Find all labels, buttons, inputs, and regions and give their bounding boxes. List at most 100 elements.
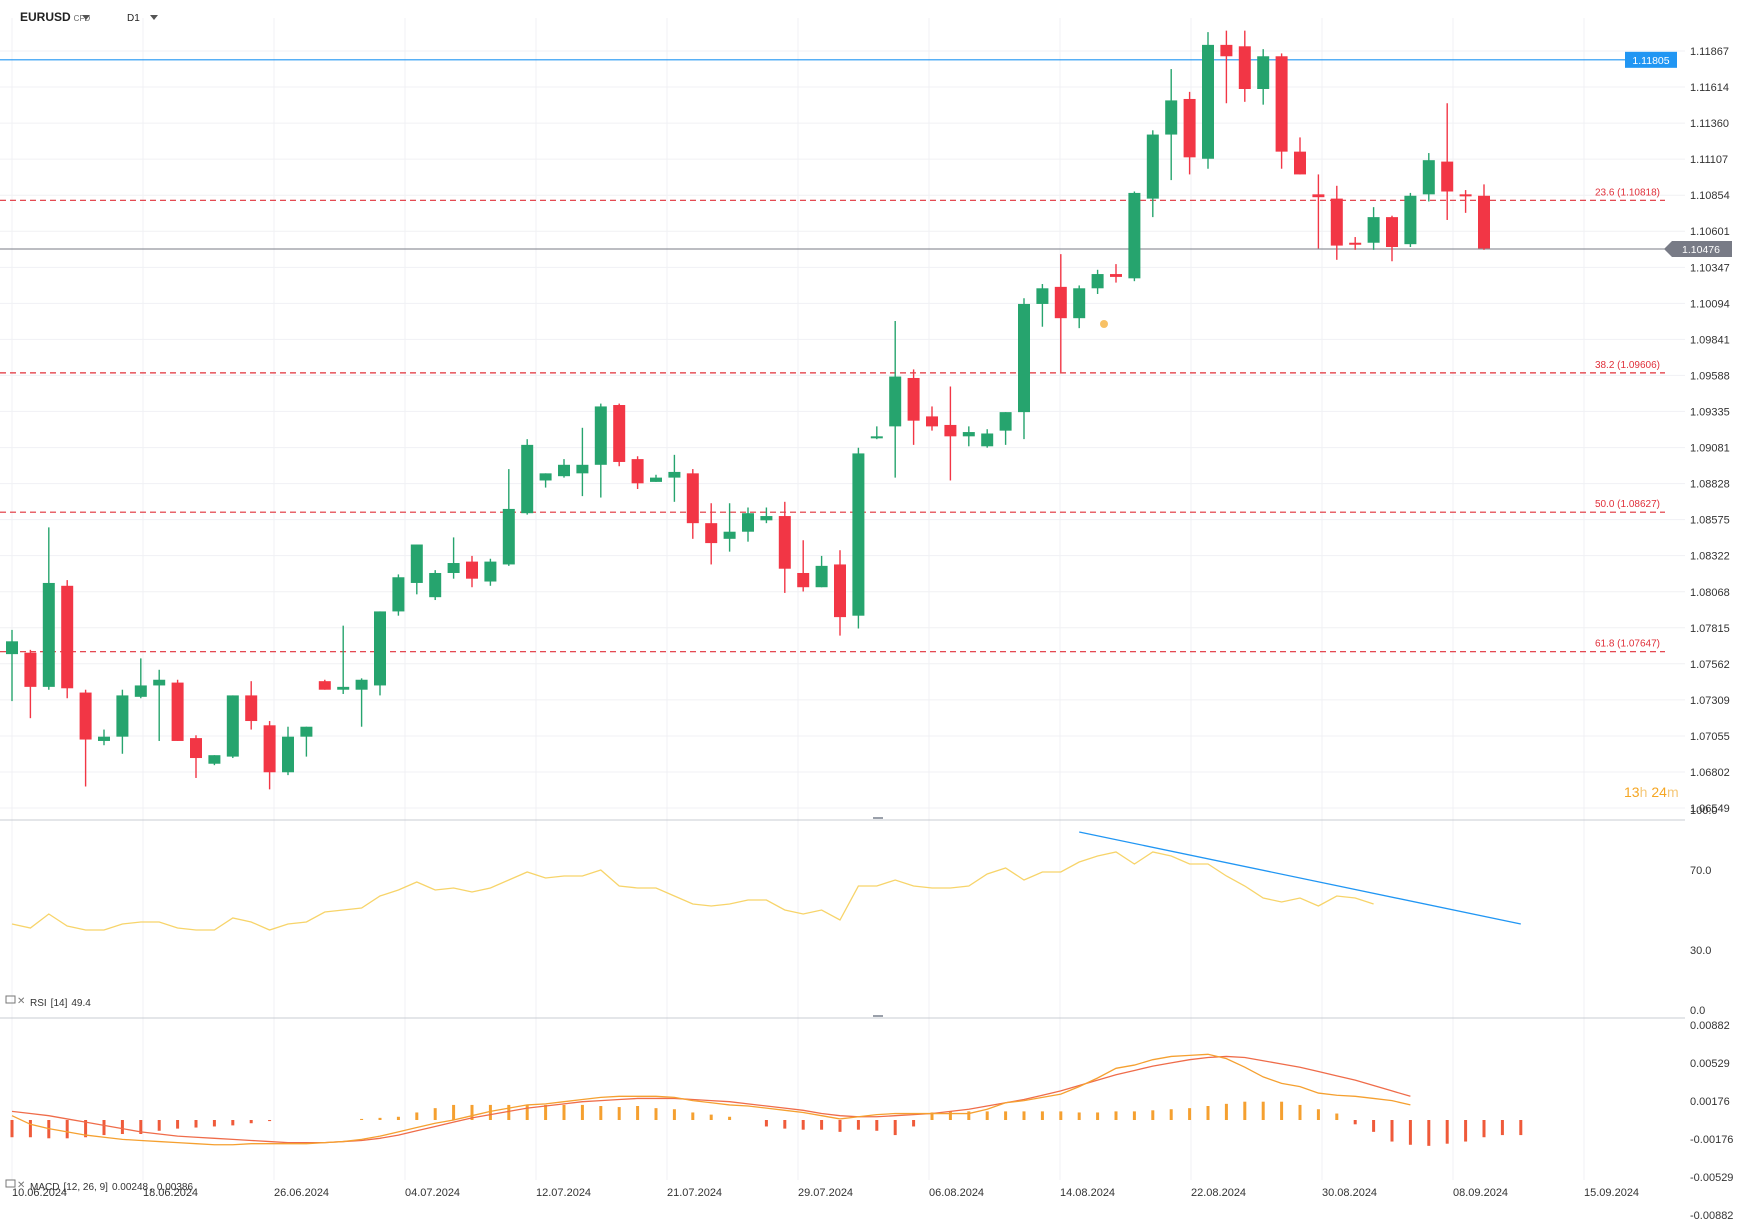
rsi-legend[interactable]: ✕ RSI [14] 49.4	[5, 995, 91, 1009]
macd-histogram-bar	[1316, 1109, 1320, 1120]
bearish-candle	[190, 738, 202, 759]
pane-separators[interactable]	[0, 817, 1685, 1019]
price-pane[interactable]: 23.6 (1.10818) 38.2 (1.09606) 50.0 (1.0862…	[0, 30, 1732, 815]
macd-histogram-bar	[525, 1104, 529, 1120]
bullish-candle	[1036, 288, 1049, 304]
macd-histogram-bar	[875, 1120, 879, 1131]
bullish-candle	[1404, 195, 1417, 245]
price-axis[interactable]: 1.11867 1.11614 1.11360 1.11107 1.10854 1.106…	[1690, 46, 1730, 815]
indicator-settings-icon[interactable]	[5, 995, 16, 1004]
rsi-pane[interactable]: 100.0 70.0 30.0 0.0 ✕ RSI [14] 49.4	[5, 805, 1718, 1017]
macd-histogram-bar	[212, 1120, 216, 1127]
time-tick-label: 10.06.2024	[12, 1187, 67, 1199]
time-axis[interactable]: 10.06.2024 18.06.2024 26.06.2024 04.07.2024…	[12, 1187, 1639, 1199]
macd-histogram-bar	[801, 1120, 805, 1130]
bullish-candle	[208, 755, 221, 764]
bullish-candle	[1165, 100, 1178, 135]
macd-pane[interactable]: 0.00882 0.00529 0.00176 -0.00176 -0.00529 -0.…	[5, 1020, 1733, 1222]
rsi-trendline	[1079, 831, 1521, 925]
macd-histogram-bar	[709, 1114, 713, 1120]
price-tick-label: 1.09081	[1690, 443, 1730, 455]
indicator-close-icon[interactable]: ✕	[17, 996, 25, 1007]
time-tick-label: 29.07.2024	[798, 1187, 853, 1199]
macd-histogram-bar	[1482, 1120, 1486, 1138]
macd-histogram-bar	[102, 1120, 106, 1136]
macd-histogram-bar	[820, 1120, 824, 1130]
macd-histogram-bar	[157, 1120, 161, 1131]
timeframe-chevron-down-icon[interactable]	[150, 15, 158, 20]
bullish-candle	[429, 572, 442, 598]
indicator-settings-icon[interactable]	[5, 1179, 16, 1188]
bullish-candle	[668, 471, 681, 478]
price-pane-resize-handle[interactable]	[873, 817, 883, 819]
macd-histogram-bar	[985, 1111, 989, 1120]
price-tick-label: 1.08575	[1690, 515, 1730, 527]
candlestick-series[interactable]	[6, 30, 1490, 790]
symbol-selector[interactable]: EURUSD CFD	[20, 10, 90, 24]
rsi-tick-label: 30.0	[1690, 945, 1711, 957]
macd-histogram-bar	[1077, 1112, 1081, 1120]
bullish-candle	[742, 513, 754, 532]
event-marker[interactable]	[1100, 320, 1108, 328]
bearish-candle	[705, 523, 718, 544]
macd-tick-label: -0.00176	[1690, 1134, 1733, 1146]
price-tick-label: 1.08828	[1690, 479, 1730, 491]
bullish-candle	[134, 685, 147, 697]
macd-histogram-bar	[1261, 1101, 1265, 1120]
bearish-candle	[1183, 98, 1196, 158]
bearish-candle	[834, 564, 846, 618]
symbol-chevron-down-icon[interactable]	[82, 15, 90, 20]
current-price-label: 1.10476	[1682, 244, 1720, 256]
bullish-candle	[815, 565, 828, 588]
timeframe-selector[interactable]: D1	[127, 13, 140, 24]
macd-histogram-bar	[1408, 1120, 1412, 1145]
resistance-line[interactable]: 1.11805	[0, 51, 1677, 68]
time-tick-label: 26.06.2024	[274, 1187, 329, 1199]
price-tick-label: 1.09588	[1690, 370, 1730, 382]
macd-histogram-bar	[580, 1104, 584, 1120]
price-tick-label: 1.11360	[1690, 118, 1729, 130]
fib-level-label: 23.6 (1.10818)	[1595, 187, 1660, 198]
bearish-candle	[1220, 44, 1233, 57]
price-tick-label: 1.09335	[1690, 406, 1730, 418]
rsi-trendline[interactable]	[1079, 831, 1521, 925]
rsi-pane-resize-handle[interactable]	[873, 1015, 883, 1017]
macd-histogram-bar	[28, 1120, 32, 1138]
bullish-candle	[42, 582, 55, 687]
symbol-label: EURUSD	[20, 10, 71, 24]
macd-histogram-bar	[1353, 1120, 1357, 1125]
bullish-candle	[355, 679, 368, 690]
macd-histogram-bar	[636, 1105, 640, 1120]
bullish-candle	[1422, 160, 1435, 195]
macd-histogram-bar	[10, 1120, 14, 1138]
bearish-candle	[245, 695, 258, 722]
fibonacci-levels[interactable]: 23.6 (1.10818) 38.2 (1.09606) 50.0 (1.0862…	[0, 187, 1665, 653]
bullish-candle	[116, 695, 129, 737]
macd-histogram-bar	[783, 1120, 787, 1129]
macd-histogram-bar	[452, 1104, 456, 1120]
time-tick-label: 30.08.2024	[1322, 1187, 1377, 1199]
bearish-candle	[1238, 46, 1251, 90]
bullish-candle	[558, 464, 570, 477]
bullish-candle	[889, 376, 902, 427]
macd-histogram-bar	[231, 1120, 235, 1126]
rsi-line[interactable]	[11, 851, 1374, 931]
bearish-candle	[318, 681, 331, 690]
bearish-candle	[686, 473, 699, 524]
macd-signal-line	[11, 1055, 1411, 1144]
macd-histogram-bar	[1335, 1113, 1339, 1120]
fib-level-label: 61.8 (1.07647)	[1595, 639, 1660, 650]
macd-legend[interactable]: ✕ MACD [12, 26, 9] 0.00248, 0.00386	[5, 1179, 193, 1193]
bearish-candle	[79, 692, 92, 740]
bullish-candle	[1018, 303, 1030, 413]
macd-lines[interactable]	[11, 1053, 1411, 1146]
price-tick-label: 1.06802	[1690, 767, 1730, 779]
bearish-candle	[263, 725, 276, 773]
bullish-candle	[1091, 274, 1104, 289]
indicator-close-icon[interactable]: ✕	[17, 1180, 25, 1191]
macd-histogram-bar	[1132, 1111, 1136, 1120]
time-tick-label: 04.07.2024	[405, 1187, 460, 1199]
bearish-candle	[631, 459, 644, 484]
bullish-candle	[392, 577, 405, 612]
